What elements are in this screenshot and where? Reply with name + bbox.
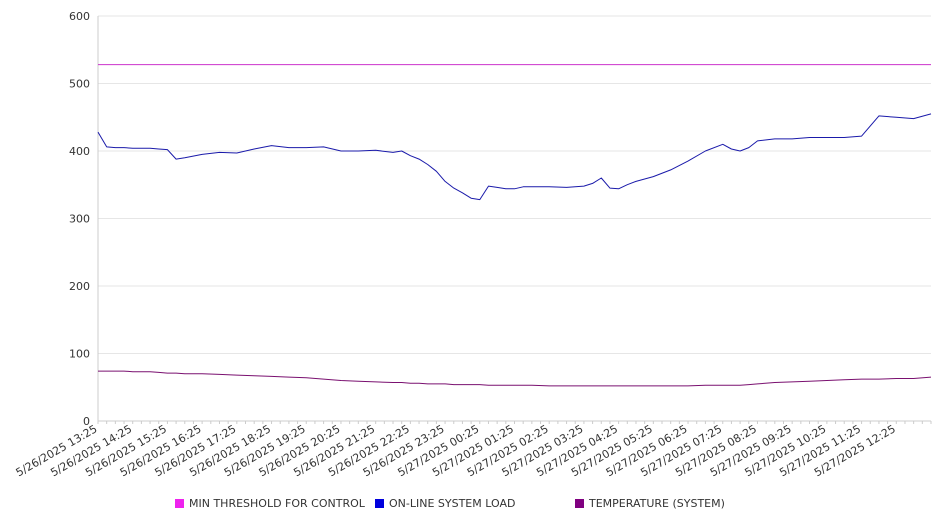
- y-tick-label: 0: [83, 415, 90, 428]
- y-tick-label: 300: [69, 213, 90, 226]
- legend-swatch: [175, 499, 184, 508]
- y-tick-label: 600: [69, 10, 90, 23]
- legend-item-min-threshold[interactable]: MIN THRESHOLD FOR CONTROL: [175, 497, 365, 510]
- legend-item-system-load[interactable]: ON-LINE SYSTEM LOAD: [375, 497, 515, 510]
- legend-label: ON-LINE SYSTEM LOAD: [389, 497, 516, 510]
- legend: MIN THRESHOLD FOR CONTROL ON-LINE SYSTEM…: [0, 497, 946, 515]
- y-tick-label: 100: [69, 348, 90, 361]
- grid-lines: [98, 15, 931, 354]
- y-tick-label: 200: [69, 280, 90, 293]
- series-lines: [97, 64, 932, 387]
- x-axis-ticks: 5/26/2025 13:255/26/2025 14:255/26/2025 …: [14, 421, 932, 479]
- legend-label: MIN THRESHOLD FOR CONTROL: [189, 497, 365, 510]
- y-axis-ticks: 0 100 200 300 400 500 600: [69, 10, 90, 428]
- legend-swatch: [375, 499, 384, 508]
- legend-label: TEMPERATURE (SYSTEM): [589, 497, 725, 510]
- series-line-1: [97, 113, 932, 201]
- legend-item-temperature[interactable]: TEMPERATURE (SYSTEM): [575, 497, 725, 510]
- y-tick-label: 400: [69, 145, 90, 158]
- series-line-2: [98, 370, 932, 387]
- legend-swatch: [575, 499, 584, 508]
- y-tick-label: 500: [69, 78, 90, 91]
